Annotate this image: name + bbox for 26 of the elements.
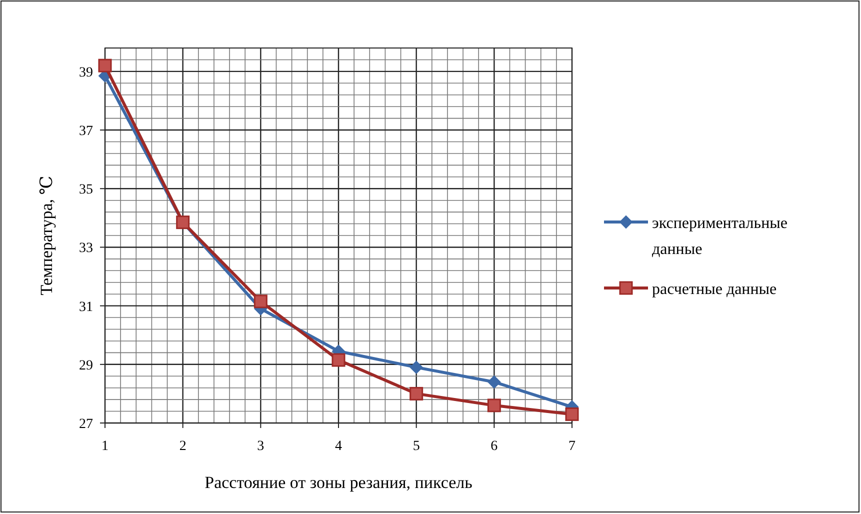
x-axis-title: Расстояние от зоны резания, пиксель [204, 473, 473, 492]
y-tick-label: 27 [79, 417, 93, 432]
x-tick-label: 4 [335, 439, 342, 454]
point [410, 360, 423, 374]
x-tick-label: 1 [102, 439, 108, 454]
point [332, 353, 346, 367]
x-tick-label: 6 [490, 439, 498, 454]
y-tick-label: 39 [79, 65, 93, 80]
y-tick-label: 31 [79, 300, 93, 315]
x-tick-label: 5 [412, 439, 420, 454]
point [565, 407, 579, 421]
x-tick-label: 3 [257, 439, 264, 454]
point [254, 294, 268, 308]
legend-label: расчетные данные [652, 281, 777, 298]
y-tick-label: 33 [79, 241, 93, 256]
y-tick-label: 37 [79, 124, 93, 140]
legend-label: экспериментальные данные [652, 215, 788, 258]
y-axis-title: Температура, ℃ [37, 176, 56, 296]
x-tick-label: 2 [179, 439, 186, 454]
point [488, 375, 501, 388]
point [487, 398, 501, 412]
y-tick-label: 29 [79, 358, 93, 374]
x-tick-label: 7 [568, 439, 576, 454]
point [98, 58, 112, 72]
point [410, 386, 424, 400]
y-tick-label: 35 [79, 182, 93, 198]
